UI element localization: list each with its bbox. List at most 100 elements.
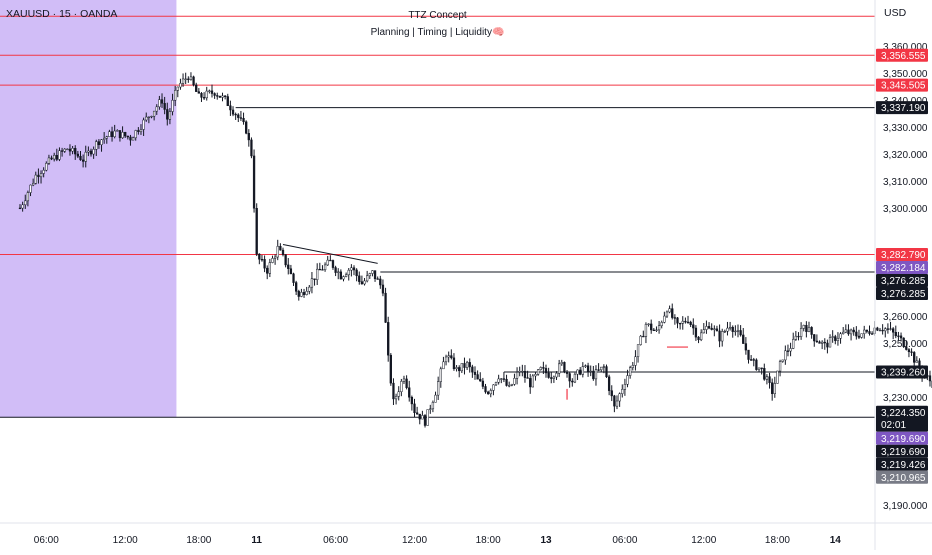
candle-body	[437, 382, 439, 396]
candle-body	[516, 372, 518, 378]
price-badge-label: 3,276.285	[881, 276, 926, 287]
candle-body	[208, 91, 210, 92]
candle-body	[345, 275, 347, 277]
candle-body	[853, 330, 855, 332]
candle-body	[140, 129, 142, 131]
candle-body	[314, 279, 316, 280]
candle-body	[537, 370, 539, 375]
candle-body	[487, 392, 489, 394]
candle-body	[774, 383, 776, 393]
time-tick-label: 14	[830, 535, 842, 546]
candle-body	[698, 337, 700, 340]
candle-body	[579, 370, 581, 374]
candle-body	[700, 333, 702, 340]
candle-body	[677, 318, 679, 323]
candle-body	[819, 342, 821, 344]
candle-body	[713, 329, 715, 330]
candle-body	[511, 384, 513, 385]
candle-body	[364, 281, 366, 284]
candle-body	[166, 109, 168, 119]
candle-body	[761, 368, 763, 369]
candle-body	[135, 130, 137, 137]
candle-body	[913, 352, 915, 362]
candle-body	[87, 151, 89, 152]
candle-body	[264, 259, 266, 268]
candle-body	[232, 110, 234, 114]
currency-selector-button[interactable]: USD	[880, 5, 928, 21]
candle-body	[732, 327, 734, 331]
candle-body	[661, 322, 663, 325]
candle-body	[374, 271, 376, 279]
candle-body	[798, 336, 800, 337]
candle-body	[130, 137, 132, 140]
time-tick-label: 12:00	[691, 535, 716, 546]
candle-body	[708, 326, 710, 328]
candle-body	[803, 325, 805, 328]
candle-body	[182, 79, 184, 83]
candle-body	[369, 274, 371, 276]
time-tick-label: 13	[540, 535, 552, 546]
candle-body	[508, 385, 510, 386]
price-badge-label: 3,276.285	[881, 289, 926, 300]
candle-body	[734, 331, 736, 332]
candle-body	[156, 107, 158, 111]
candle-body	[287, 265, 289, 269]
price-tick-label: 3,260.000	[883, 312, 928, 323]
candle-body	[540, 367, 542, 369]
candle-body	[858, 336, 860, 337]
candle-body	[277, 246, 279, 257]
candle-body	[148, 117, 150, 118]
candle-body	[834, 337, 836, 341]
candle-body	[445, 357, 447, 362]
candle-body	[821, 342, 823, 343]
candle-body	[174, 90, 176, 100]
candle-body	[382, 285, 384, 293]
price-badge-label: 3,219.426	[881, 460, 926, 471]
candle-body	[929, 376, 931, 381]
candle-body	[840, 334, 842, 339]
time-tick-label: 06:00	[612, 535, 637, 546]
candle-body	[816, 341, 818, 342]
candle-body	[308, 287, 310, 291]
candle-body	[813, 335, 815, 341]
candle-body	[80, 156, 82, 160]
candle-body	[548, 373, 550, 378]
price-badge-countdown: 02:01	[881, 420, 906, 431]
candle-body	[235, 114, 237, 115]
candle-body	[606, 367, 608, 377]
candle-body	[671, 309, 673, 318]
candle-body	[711, 328, 713, 329]
time-tick-label: 18:00	[476, 535, 501, 546]
time-tick-label: 12:00	[113, 535, 138, 546]
candle-body	[848, 330, 850, 334]
candle-body	[427, 410, 429, 426]
candle-body	[603, 367, 605, 368]
candle-body	[758, 368, 760, 370]
candle-body	[429, 409, 431, 410]
candle-body	[119, 130, 121, 137]
candle-body	[227, 97, 229, 106]
candle-body	[122, 132, 124, 138]
candle-body	[61, 151, 63, 152]
candle-body	[648, 324, 650, 325]
candle-body	[737, 330, 739, 331]
candle-body	[153, 111, 155, 116]
candle-body	[416, 413, 418, 414]
candle-body	[850, 330, 852, 334]
candle-body	[27, 193, 29, 201]
candle-body	[556, 373, 558, 377]
candle-body	[395, 396, 397, 399]
candle-body	[635, 357, 637, 366]
candle-body	[143, 120, 145, 129]
candle-body	[111, 132, 113, 137]
candle-body	[876, 328, 878, 330]
candle-body	[379, 279, 381, 285]
candle-body	[30, 185, 32, 193]
candle-body	[161, 100, 163, 104]
candle-body	[682, 321, 684, 323]
candle-body	[574, 374, 576, 382]
